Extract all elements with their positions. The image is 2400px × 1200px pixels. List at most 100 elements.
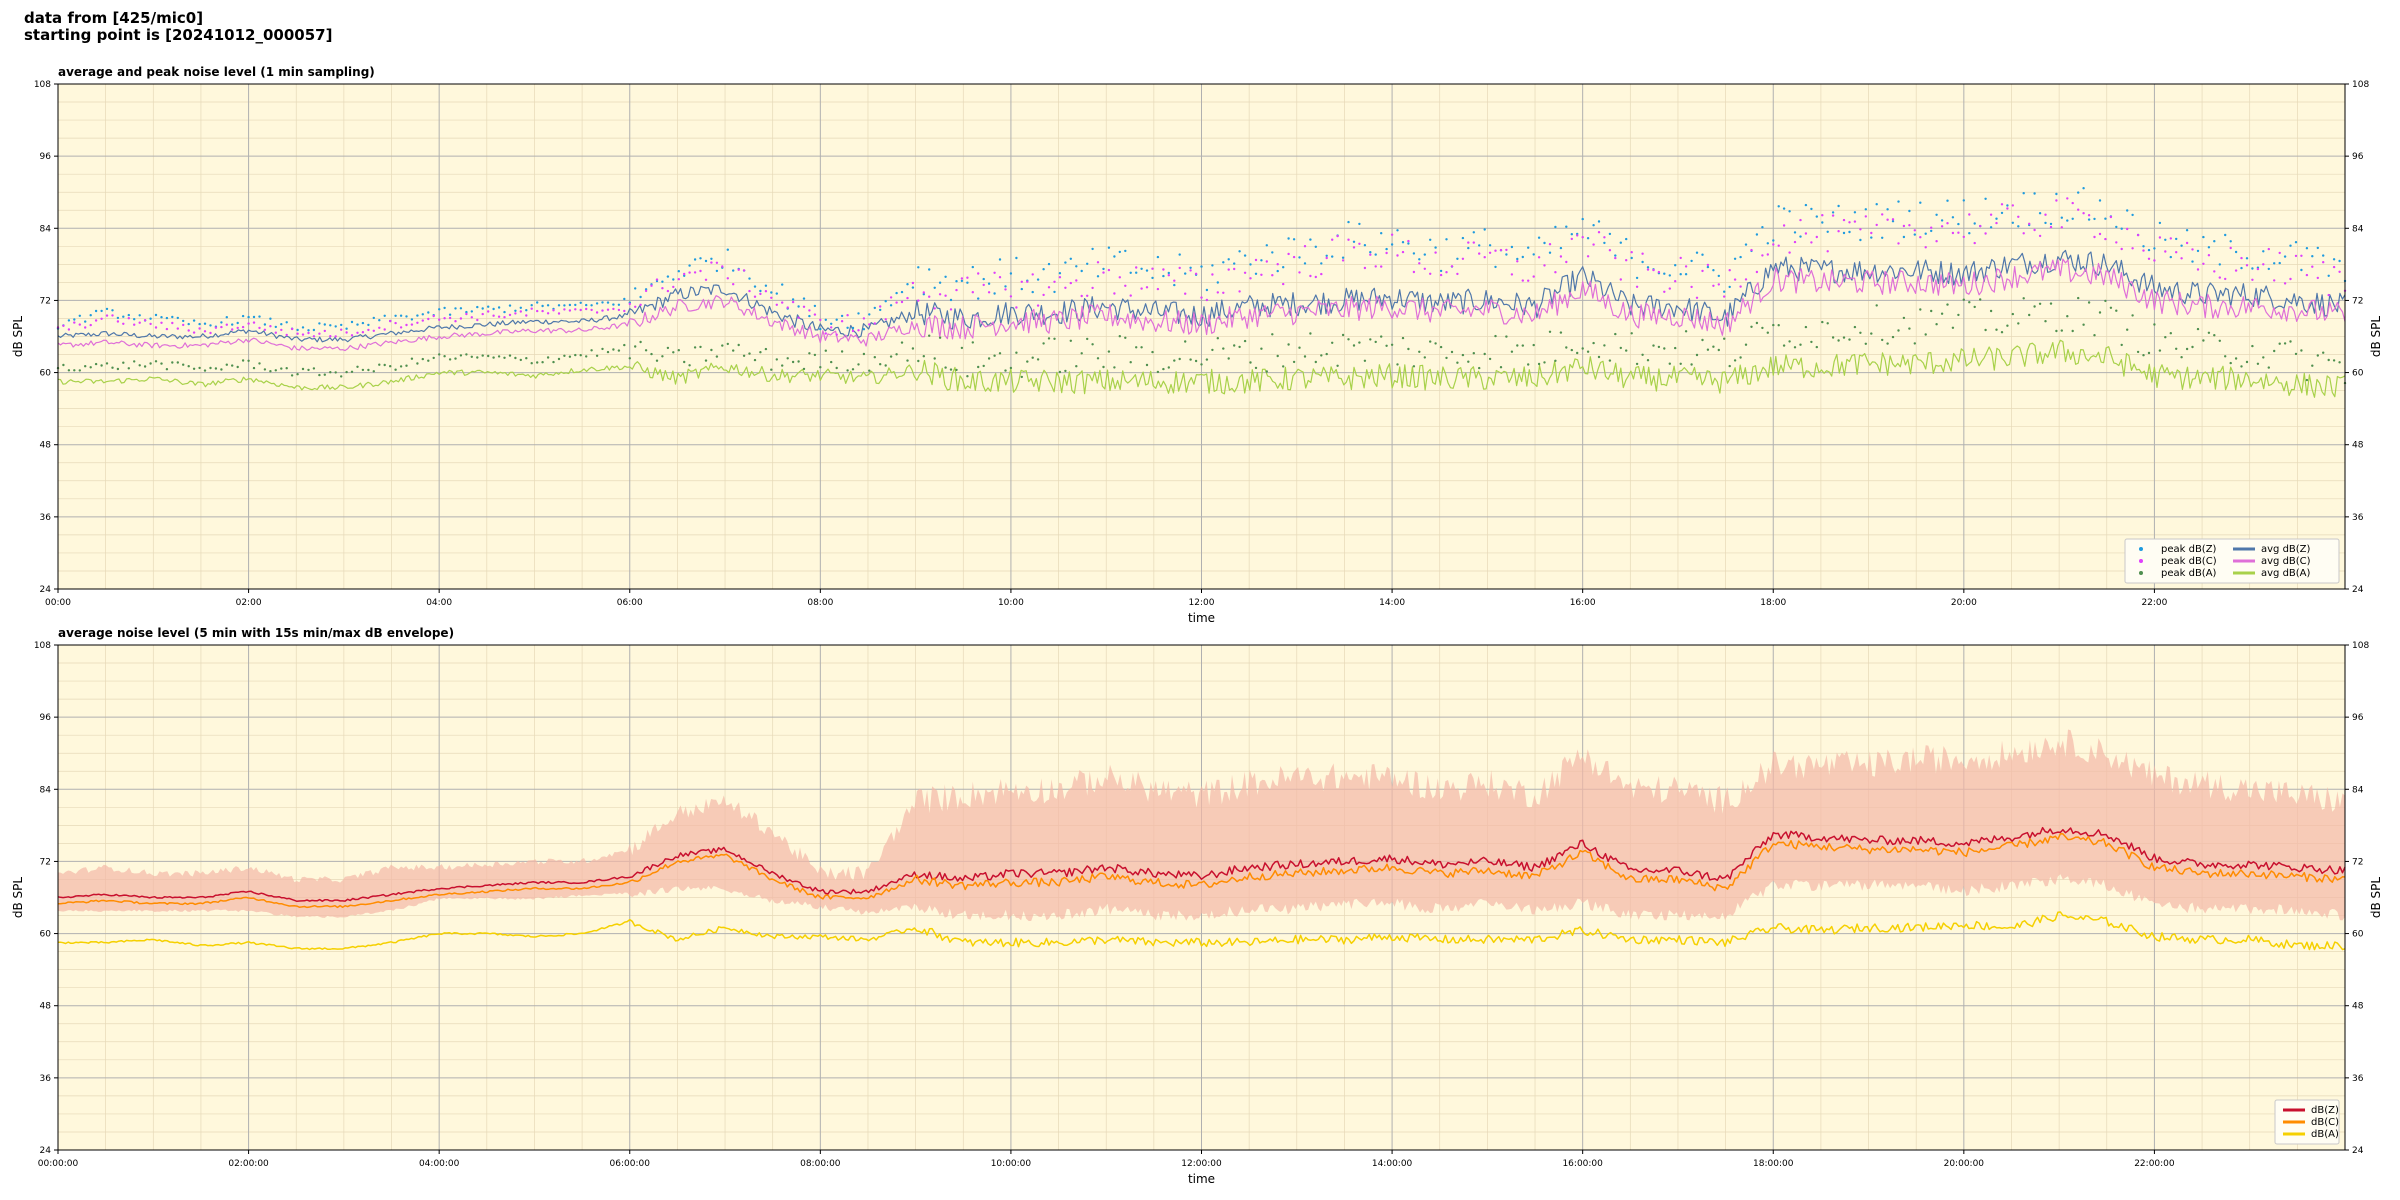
data-point: [1516, 257, 1519, 261]
data-point: [1047, 337, 1051, 340]
data-point: [971, 291, 974, 294]
data-point: [1494, 249, 1497, 252]
data-point: [1412, 252, 1416, 255]
data-point: [2316, 354, 2319, 357]
data-point: [372, 329, 375, 332]
data-point: [2332, 265, 2336, 269]
data-point: [1772, 323, 1775, 327]
data-point: [160, 321, 163, 324]
data-point: [410, 357, 414, 360]
data-point: [1140, 346, 1143, 349]
data-point: [835, 333, 838, 336]
data-point: [775, 358, 778, 361]
data-point: [971, 265, 974, 269]
data-point: [454, 307, 457, 310]
data-point: [2131, 213, 2134, 217]
data-point: [2338, 361, 2341, 364]
data-point: [710, 348, 713, 352]
data-point: [1799, 218, 1802, 222]
data-point: [661, 287, 664, 290]
data-point: [2322, 351, 2325, 354]
data-point: [1118, 335, 1122, 338]
data-point: [1015, 306, 1018, 309]
data-point: [236, 321, 239, 325]
data-point: [290, 374, 294, 377]
x-tick-label: 16:00: [1570, 598, 1596, 608]
data-point: [1548, 330, 1552, 333]
data-point: [1630, 332, 1633, 335]
data-point: [492, 307, 495, 311]
data-point: [2322, 261, 2325, 264]
data-point: [1298, 271, 1301, 274]
min-max-envelope: [58, 729, 2345, 921]
data-point: [1848, 230, 1851, 234]
data-point: [1336, 364, 1339, 367]
data-point: [416, 314, 419, 317]
data-point: [1968, 232, 1971, 235]
data-point: [508, 313, 512, 317]
data-point: [1211, 273, 1214, 276]
data-point: [1347, 338, 1350, 341]
data-point: [1086, 262, 1089, 265]
data-point: [1222, 261, 1225, 264]
data-point: [280, 328, 283, 332]
data-point: [1897, 242, 1900, 245]
data-point: [350, 370, 354, 373]
data-point: [1036, 358, 1040, 361]
data-point: [2283, 255, 2287, 258]
x-tick-label: 04:00: [426, 598, 452, 608]
data-point: [1804, 203, 1808, 207]
data-point: [791, 300, 795, 304]
data-point: [2028, 222, 2031, 225]
data-point: [138, 314, 141, 317]
data-point: [1695, 353, 1699, 357]
data-point: [192, 319, 196, 322]
data-point: [677, 278, 680, 281]
data-point: [2218, 276, 2221, 279]
data-point: [1292, 360, 1296, 364]
data-point: [432, 356, 435, 360]
data-point: [1287, 343, 1290, 346]
data-point: [2213, 240, 2216, 243]
data-point: [1603, 344, 1606, 347]
data-point: [2300, 254, 2303, 257]
data-point: [1902, 235, 1906, 239]
data-point: [1129, 271, 1132, 274]
data-point: [1260, 273, 1263, 276]
data-point: [966, 276, 969, 279]
data-point: [781, 301, 784, 304]
data-point: [1058, 272, 1062, 275]
data-point: [1254, 366, 1258, 370]
data-point: [590, 304, 593, 307]
data-point: [1979, 298, 1982, 301]
data-point: [824, 332, 827, 335]
data-point: [1968, 213, 1971, 216]
data-point: [1053, 337, 1056, 340]
data-point: [1908, 209, 1911, 213]
data-point: [2311, 265, 2314, 268]
data-point: [1271, 251, 1274, 254]
data-point: [220, 325, 223, 329]
data-point: [1652, 344, 1655, 347]
data-point: [846, 326, 849, 329]
data-point: [1630, 251, 1633, 254]
data-point: [1679, 362, 1682, 365]
y-tick-label: 72: [40, 296, 51, 306]
data-point: [634, 345, 637, 348]
data-point: [1390, 343, 1394, 346]
data-point: [1450, 350, 1454, 354]
data-point: [1069, 339, 1073, 342]
data-point: [2120, 343, 2123, 347]
data-point: [1859, 238, 1862, 242]
data-point: [1276, 269, 1279, 273]
data-point: [1717, 348, 1721, 352]
data-point: [2202, 262, 2205, 265]
data-point: [824, 349, 827, 352]
data-point: [2322, 254, 2325, 257]
data-point: [2000, 211, 2004, 215]
data-point: [1292, 238, 1296, 241]
data-point: [1635, 285, 1639, 288]
data-point: [1989, 213, 1993, 216]
data-point: [2055, 329, 2058, 333]
data-point: [1581, 236, 1584, 239]
